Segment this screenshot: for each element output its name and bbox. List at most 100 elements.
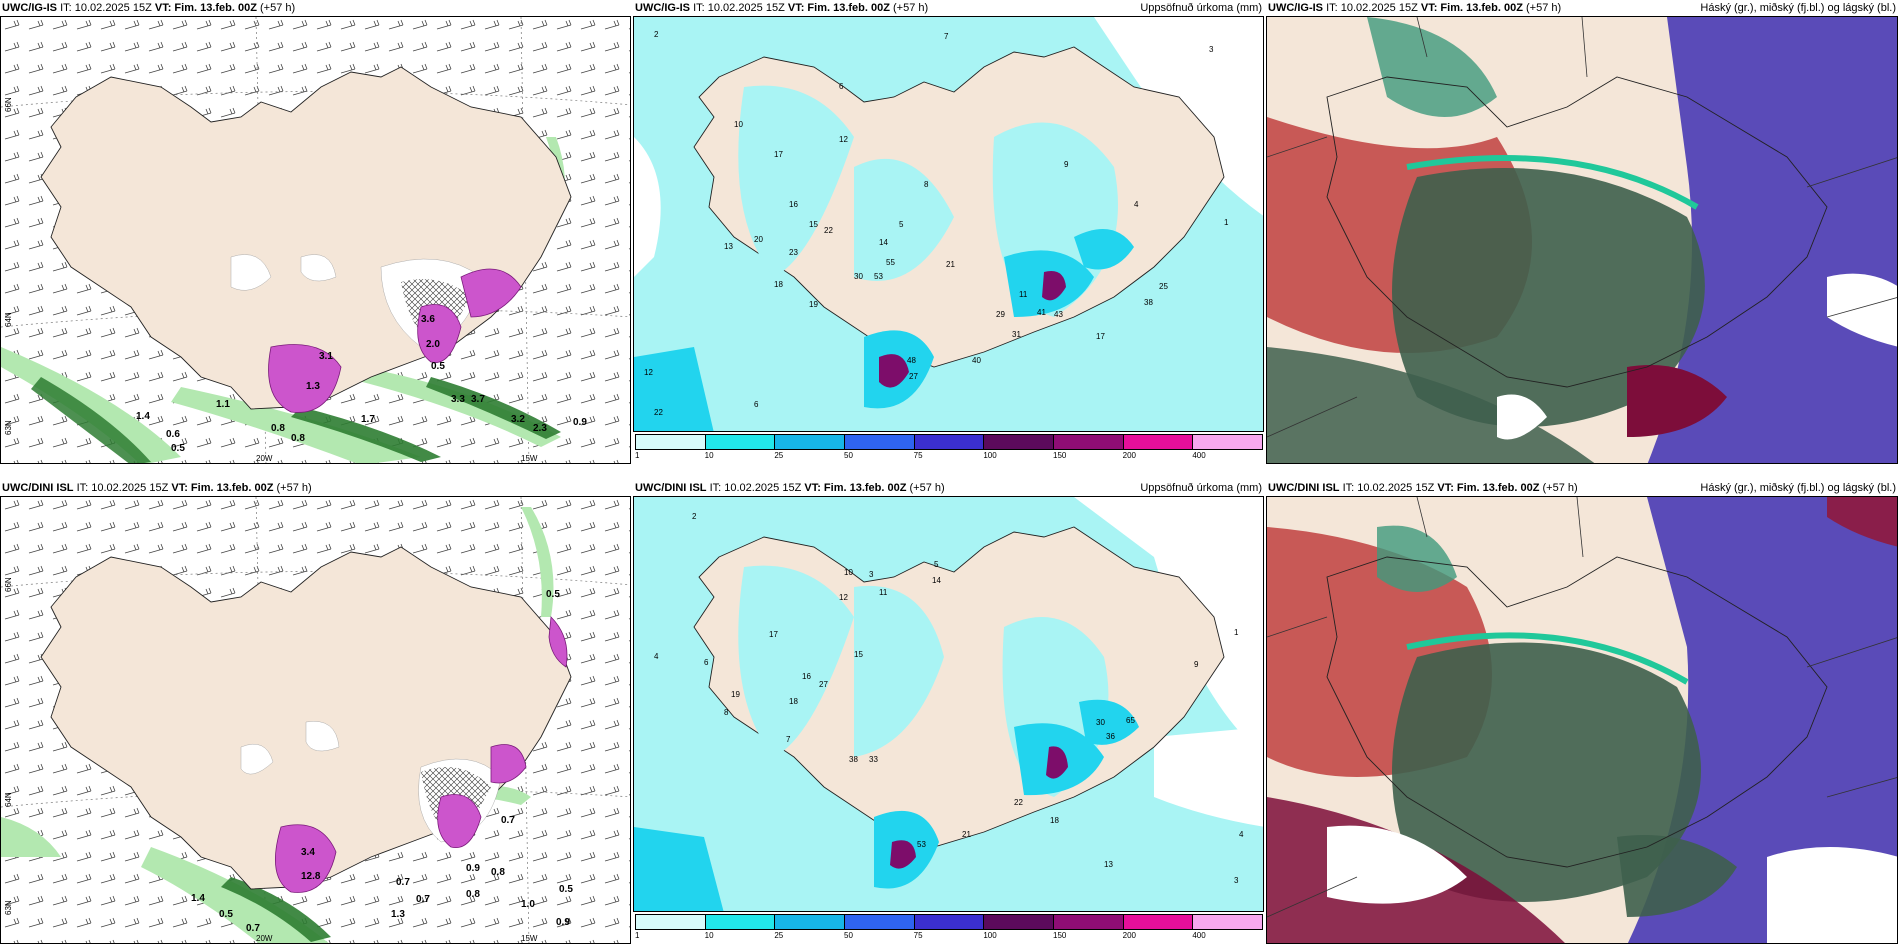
precip-value: 10 xyxy=(844,568,853,577)
colorbar-cell xyxy=(704,914,776,930)
model-name: UWC/DINI ISL xyxy=(2,482,74,494)
cloud-panel-top: UWC/IG-IS IT: 10.02.2025 15Z VT: Fim. 13… xyxy=(1266,0,1900,464)
precip-value: 18 xyxy=(1050,816,1059,825)
wind-value: 1.3 xyxy=(306,381,320,392)
precip-value: 14 xyxy=(932,576,941,585)
colorbar-cell xyxy=(1053,914,1124,930)
precip-value: 22 xyxy=(824,226,833,235)
init-time: IT: 10.02.2025 15Z xyxy=(1326,2,1418,14)
precip-value: 13 xyxy=(1104,860,1113,869)
valid-time-label: VT: xyxy=(171,482,188,494)
init-time: IT: 10.02.2025 15Z xyxy=(76,482,169,494)
wind-value: 0.5 xyxy=(559,884,573,895)
precip-value: 8 xyxy=(724,708,729,717)
precip-value: 41 xyxy=(1037,308,1046,317)
valid-time-label: VT: xyxy=(154,2,172,14)
colorbar-cell xyxy=(1122,914,1194,930)
colorbar-tick-label: 400 xyxy=(1192,451,1206,460)
precip-value: 19 xyxy=(809,300,818,309)
init-time: IT: 10.02.2025 15Z xyxy=(1342,482,1435,494)
precip-value: 9 xyxy=(1194,660,1199,669)
wind-map-svg: 66N 64N 63N 20W 15W 3.1 3.6 2.0 1.3 0.5 … xyxy=(1,17,630,463)
precip-value: 30 xyxy=(854,272,863,281)
panel-header: UWC/IG-IS IT: 10.02.2025 15Z VT: Fim. 13… xyxy=(1266,0,1900,16)
lead-time: (+57 h) xyxy=(909,482,945,494)
precip-value: 4 xyxy=(1134,200,1139,209)
colorbar-cell xyxy=(1053,434,1124,450)
cloud-map-svg xyxy=(1267,497,1897,943)
iceland-outline xyxy=(1326,76,1828,388)
precip-value: 22 xyxy=(654,408,663,417)
precip-value: 48 xyxy=(907,356,916,365)
precip-value: 15 xyxy=(854,650,863,659)
lat-label: 66N xyxy=(4,97,13,112)
precip-values: 2 3 4 5 6 7 10 11 12 14 15 17 18 19 27 1… xyxy=(654,512,1244,885)
model-name: UWC/IG-IS xyxy=(635,2,690,14)
precip-map-svg: 2 3 4 5 6 7 10 11 12 14 15 17 18 19 27 1… xyxy=(634,497,1263,911)
valid-time: Fim. 13.feb. 00Z xyxy=(1456,482,1540,494)
colorbar-cell xyxy=(844,914,915,930)
wind-value: 3.3 xyxy=(451,394,465,405)
precip-map-svg: 2 7 3 6 5 10 12 17 16 20 23 15 22 13 19 … xyxy=(634,17,1263,431)
precip-value: 7 xyxy=(944,32,949,41)
wind-values: 0.5 3.4 12.8 0.7 0.9 0.8 1.4 0.5 0.7 1.0… xyxy=(191,589,573,934)
cloud-map-svg xyxy=(1267,17,1897,463)
wind-value: 0.9 xyxy=(556,917,570,928)
precip-value: 17 xyxy=(1096,332,1105,341)
lat-label: 63N xyxy=(4,900,13,915)
panel-header: UWC/DINI ISL IT: 10.02.2025 15Z VT: Fim.… xyxy=(1266,480,1900,496)
precip-value: 4 xyxy=(1239,830,1244,839)
precip-panel-bottom: UWC/DINI ISL IT: 10.02.2025 15Z VT: Fim.… xyxy=(633,480,1266,944)
panel-header: UWC/IG-IS IT: 10.02.2025 15Z VT: Fim. 13… xyxy=(633,0,1266,16)
wind-value: 3.4 xyxy=(301,847,315,858)
precip-value: 2 xyxy=(692,512,697,521)
precip-value: 65 xyxy=(1126,716,1135,725)
panel-header: UWC/DINI ISL IT: 10.02.2025 15Z VT: Fim.… xyxy=(633,480,1266,496)
icing-purple xyxy=(275,616,568,893)
lat-label: 63N xyxy=(4,420,13,435)
colorbar-cell xyxy=(844,434,915,450)
valid-time: Fim. 13.feb. 00Z xyxy=(174,2,257,14)
precip-value: 22 xyxy=(1014,798,1023,807)
wind-value: 1.1 xyxy=(216,399,230,410)
colorbar-cell xyxy=(1122,434,1194,450)
colorbar-cell xyxy=(635,434,706,450)
lon-label: 20W xyxy=(256,454,273,463)
wind-map-svg: 66N 64N 63N 20W 15W 0.5 3.4 12.8 0.7 0.9… xyxy=(1,497,630,943)
colorbar-tick-label: 10 xyxy=(704,931,714,940)
precip-value: 14 xyxy=(879,238,888,247)
lead-time: (+57 h) xyxy=(893,2,929,14)
precip-value: 17 xyxy=(774,150,783,159)
precip-value: 36 xyxy=(1106,732,1115,741)
wind-value: 0.7 xyxy=(416,894,430,905)
colorbar-tick-label: 10 xyxy=(704,451,714,460)
colorbar-tick-label: 25 xyxy=(774,451,784,460)
precip-value: 2 xyxy=(654,30,659,39)
colorbar-cell xyxy=(913,914,985,930)
precip-value: 43 xyxy=(1054,310,1063,319)
lat-label: 64N xyxy=(4,312,13,327)
wind-value: 3.6 xyxy=(421,314,435,325)
init-time: IT: 10.02.2025 15Z xyxy=(709,482,802,494)
lead-time: (+57 h) xyxy=(1542,482,1578,494)
colorbar-tick-label: 1 xyxy=(635,451,640,460)
wind-value: 0.5 xyxy=(171,443,185,454)
precip-value: 21 xyxy=(946,260,955,269)
valid-time: Fim. 13.feb. 00Z xyxy=(190,482,274,494)
precip-colorbar: 1 10 25 50 75 100 150 200 400 xyxy=(635,914,1264,942)
precip-value: 18 xyxy=(774,280,783,289)
model-name: UWC/IG-IS xyxy=(1268,2,1323,14)
panel-title: Háský (gr.), miðský (fj.bl.) og lágský (… xyxy=(1700,482,1896,494)
precip-value: 12 xyxy=(839,135,848,144)
model-name: UWC/IG-IS xyxy=(2,2,57,14)
precip-value: 6 xyxy=(754,400,759,409)
precip-value: 11 xyxy=(879,588,888,597)
iceland-outline xyxy=(1326,556,1828,868)
colorbar-cell xyxy=(983,434,1054,450)
precip-value: 3 xyxy=(869,570,874,579)
precip-value: 15 xyxy=(809,220,818,229)
wind-value: 0.9 xyxy=(573,417,587,428)
lead-time: (+57 h) xyxy=(260,2,296,14)
wind-value: 0.6 xyxy=(166,429,180,440)
wind-value: 1.0 xyxy=(521,899,535,910)
